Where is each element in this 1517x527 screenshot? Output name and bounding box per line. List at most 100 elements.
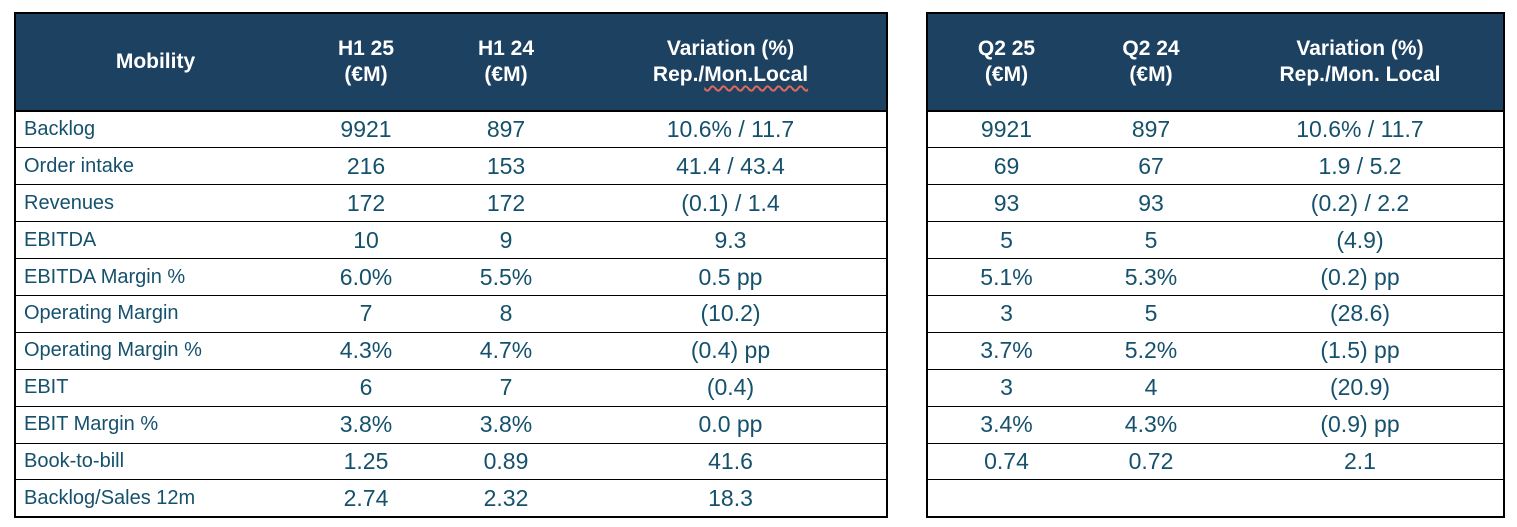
table-row: EBIT Margin % 3.8% 3.8% 0.0 pp (15, 405, 887, 444)
col-header-line1: Q2 24 (1122, 36, 1180, 60)
value-cell: 9.3 (575, 221, 887, 259)
value-cell: 1.25 (295, 442, 437, 480)
value-cell: 216 (295, 147, 437, 185)
col-header-q2-24: Q2 24 (€M) (1085, 13, 1217, 112)
col-header-line2: (€M) (484, 63, 528, 86)
col-header-line2: (€M) (344, 63, 388, 86)
value-cell: 18.3 (575, 479, 887, 517)
metric-label: Revenues (15, 184, 295, 222)
col-header-line1: H1 24 (477, 36, 535, 60)
value-cell: 6 (295, 368, 437, 407)
table-row: Operating Margin 7 8 (10.2) (15, 294, 887, 333)
metric-label: EBITDA Margin % (15, 258, 295, 296)
value-cell: 1.9 / 5.2 (1217, 147, 1504, 185)
value-cell: 3 (927, 368, 1085, 407)
metric-label: EBIT Margin % (15, 405, 295, 444)
col-header-line1: Variation (%) (666, 36, 795, 60)
value-cell: (4.9) (1217, 221, 1504, 259)
value-cell: 2.32 (437, 479, 575, 517)
value-cell: 7 (437, 368, 575, 407)
metric-label: Order intake (15, 147, 295, 185)
header-row: Q2 25 (€M) Q2 24 (€M) Variation (%) Rep.… (927, 13, 1504, 112)
value-cell: 897 (437, 110, 575, 148)
table-row: Backlog/Sales 12m 2.74 2.32 18.3 (15, 479, 887, 517)
value-cell: 3.8% (437, 405, 575, 444)
table-row: 5.1% 5.3% (0.2) pp (927, 258, 1504, 296)
q2-table-body: 9921 897 10.6% / 11.7 69 67 1.9 / 5.2 93 93 (0.2… (927, 110, 1504, 517)
value-cell: 3 (927, 294, 1085, 333)
header-row: Mobility H1 25 (€M) H1 24 (€M) Variation… (15, 13, 887, 112)
col-header-line1: H1 25 (337, 36, 395, 60)
value-cell: 2.74 (295, 479, 437, 517)
value-cell: 3.4% (927, 405, 1085, 444)
value-cell: 10 (295, 221, 437, 259)
value-cell: 10.6% / 11.7 (1217, 110, 1504, 148)
value-cell: (28.6) (1217, 294, 1504, 333)
metric-label: EBITDA (15, 221, 295, 259)
value-cell: 0.89 (437, 442, 575, 480)
value-cell: (10.2) (575, 294, 887, 333)
table-row: 3.4% 4.3% (0.9) pp (927, 405, 1504, 444)
col-header-line2: Rep./Mon.Local (575, 62, 886, 88)
value-cell: (0.9) pp (1217, 405, 1504, 444)
table-row: 3.7% 5.2% (1.5) pp (927, 331, 1504, 370)
mobility-h1-table: Mobility H1 25 (€M) H1 24 (€M) Variation… (14, 12, 888, 518)
table-row: EBIT 6 7 (0.4) (15, 368, 887, 407)
col-header-q2-25: Q2 25 (€M) (927, 13, 1085, 112)
metric-label: EBIT (15, 368, 295, 407)
value-cell: 4.3% (295, 331, 437, 370)
value-cell: (0.1) / 1.4 (575, 184, 887, 222)
table-row: Order intake 216 153 41.4 / 43.4 (15, 147, 887, 185)
h1-table-body: Backlog 9921 897 10.6% / 11.7 Order intake 21… (15, 110, 887, 517)
value-cell: 9 (437, 221, 575, 259)
value-cell (1085, 479, 1217, 517)
value-cell: 153 (437, 147, 575, 185)
value-cell: 5 (927, 221, 1085, 259)
table-row: Operating Margin % 4.3% 4.7% (0.4) pp (15, 331, 887, 370)
value-cell: 4 (1085, 368, 1217, 407)
metric-label: Operating Margin (15, 294, 295, 333)
col-header-h1-25: H1 25 (€M) (295, 13, 437, 112)
metric-label: Operating Margin % (15, 331, 295, 370)
col-header-line1: Q2 25 (977, 36, 1036, 60)
table-row: EBITDA Margin % 6.0% 5.5% 0.5 pp (15, 258, 887, 296)
value-cell: 8 (437, 294, 575, 333)
table-title: Mobility (15, 13, 295, 112)
value-cell: 7 (295, 294, 437, 333)
table-row: Backlog 9921 897 10.6% / 11.7 (15, 110, 887, 148)
value-cell: 5 (1085, 221, 1217, 259)
value-cell: 41.6 (575, 442, 887, 480)
value-cell: 3.7% (927, 331, 1085, 370)
col-header-variation: Variation (%) Rep./Mon. Local (1217, 13, 1504, 112)
table-row: EBITDA 10 9 9.3 (15, 221, 887, 259)
value-cell: (20.9) (1217, 368, 1504, 407)
col-header-line2: Rep./Mon. Local (1279, 63, 1441, 86)
value-cell: 897 (1085, 110, 1217, 148)
value-cell: 93 (1085, 184, 1217, 222)
metric-label: Backlog (15, 110, 295, 148)
value-cell: (0.4) (575, 368, 887, 407)
metric-label: Book-to-bill (15, 442, 295, 480)
value-cell: (1.5) pp (1217, 331, 1504, 370)
value-cell: 172 (437, 184, 575, 222)
table-row: Book-to-bill 1.25 0.89 41.6 (15, 442, 887, 480)
value-cell: 0.0 pp (575, 405, 887, 444)
col-header-line2: (€M) (1129, 63, 1173, 86)
value-cell (927, 479, 1085, 517)
value-cell: 93 (927, 184, 1085, 222)
value-cell: 0.72 (1085, 442, 1217, 480)
value-cell: 41.4 / 43.4 (575, 147, 887, 185)
table-row: 3 4 (20.9) (927, 368, 1504, 407)
value-cell (1217, 479, 1504, 517)
value-cell: 5.2% (1085, 331, 1217, 370)
value-cell: 9921 (927, 110, 1085, 148)
value-cell: 69 (927, 147, 1085, 185)
mobility-q2-table: Q2 25 (€M) Q2 24 (€M) Variation (%) Rep.… (926, 12, 1505, 518)
table-row: 5 5 (4.9) (927, 221, 1504, 259)
value-cell: (0.2) pp (1217, 258, 1504, 296)
value-cell: (0.2) / 2.2 (1217, 184, 1504, 222)
table-row: 0.74 0.72 2.1 (927, 442, 1504, 480)
variation-basis-prefix: Rep./ (652, 63, 705, 86)
table-row: 3 5 (28.6) (927, 294, 1504, 333)
